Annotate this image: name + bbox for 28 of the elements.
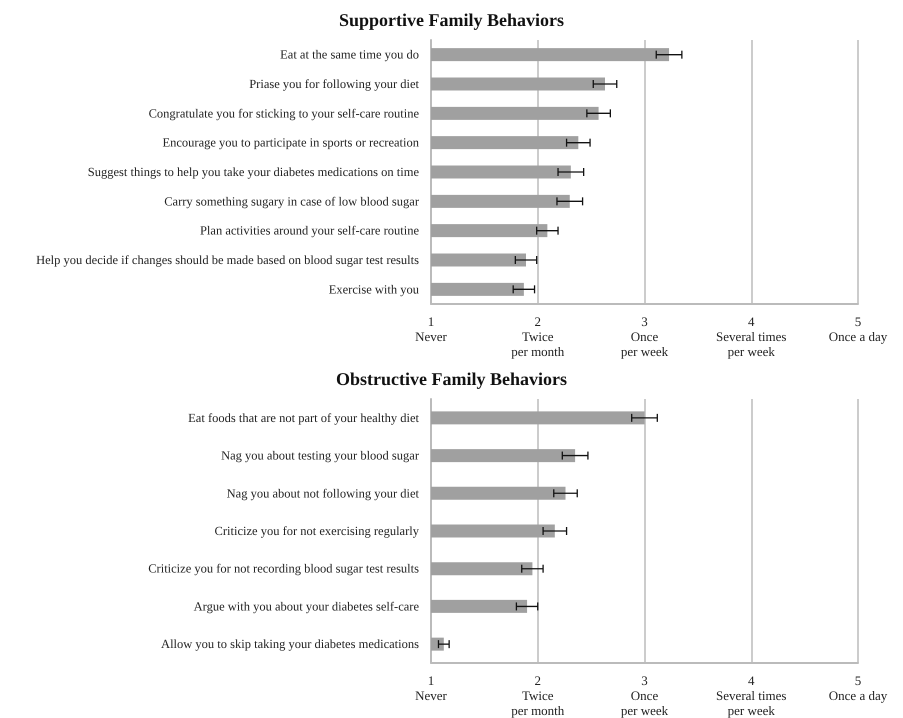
x-tick-label: 3 Once per week <box>620 314 669 359</box>
x-tick-label: 5 Once a day <box>828 314 888 344</box>
x-tick-label: 4 Several times per week <box>716 314 786 359</box>
y-tick-label: Plan activities around your self-care routine <box>200 224 420 238</box>
y-tick-label: Carry something sugary in case of low blood sugar <box>164 194 420 208</box>
y-tick-label: Help you decide if changes should be made based on blood sugar test results <box>36 253 420 267</box>
y-tick-label: Allow you to skip taking your diabetes medications <box>161 637 420 652</box>
y-tick-label: Criticize you for not exercising regularly <box>214 524 420 538</box>
x-tick-label: 1 Never <box>415 314 448 344</box>
y-tick-label: Eat at the same time you do <box>280 48 419 62</box>
y-tick-label: Criticize you for not recording blood sugar test results <box>148 562 420 576</box>
x-tick-label: 5 Once a day <box>828 673 888 703</box>
chart-title: Supportive Family Behaviors <box>338 10 564 30</box>
x-tick-label: 4 Several times per week <box>716 673 786 718</box>
y-tick-label: Nag you about not following your diet <box>226 486 420 500</box>
y-tick-label: Suggest things to help you take your diabetes medications on time <box>88 165 420 179</box>
y-tick-label: Eat foods that are not part of your healthy diet <box>188 410 420 425</box>
y-tick-label: Argue with you about your diabetes self-care <box>194 599 420 614</box>
chart-title: Obstructive Family Behaviors <box>336 369 567 389</box>
y-tick-label: Encourage you to participate in sports or recreation <box>162 136 420 150</box>
x-tick-label: 2 Twice per month <box>511 673 565 718</box>
y-tick-label: Congratulate you for sticking to your self-care routine <box>148 106 420 120</box>
x-tick-label: 2 Twice per month <box>511 314 565 359</box>
y-tick-label: Exercise with you <box>328 282 420 296</box>
y-tick-label: Priase you for following your diet <box>249 77 420 91</box>
x-tick-label: 3 Once per week <box>620 673 669 718</box>
y-tick-label: Nag you about testing your blood sugar <box>221 448 420 463</box>
x-tick-label: 1 Never <box>415 673 448 703</box>
